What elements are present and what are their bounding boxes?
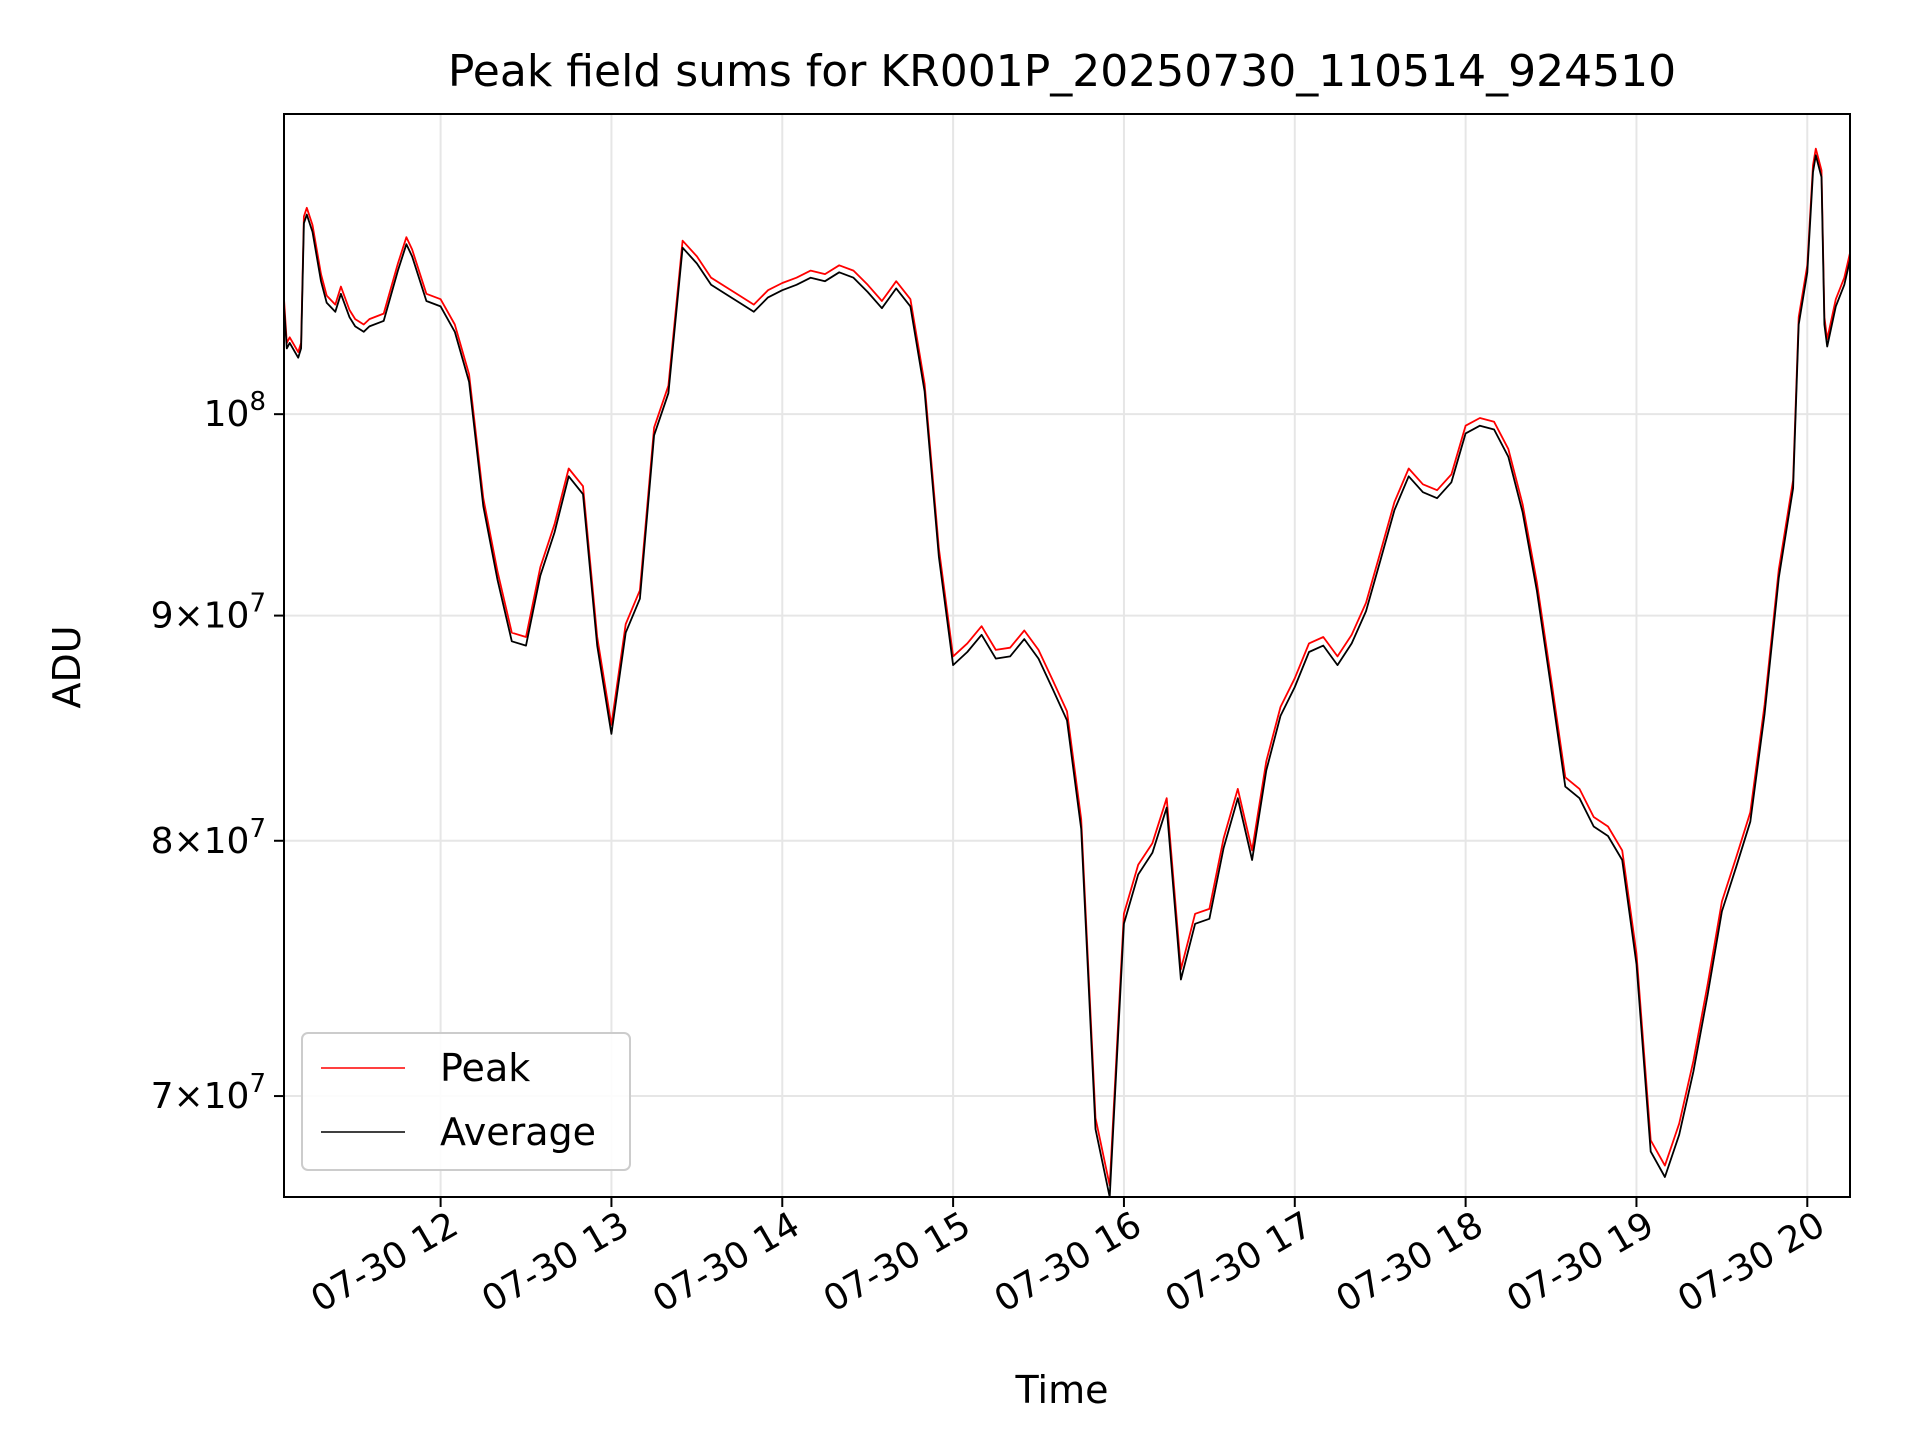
y-tick-label: 9×107	[151, 589, 266, 637]
chart-title: Peak field sums for KR001P_20250730_1105…	[448, 46, 1676, 97]
legend-peak-label: Peak	[440, 1046, 530, 1090]
grid	[284, 114, 1850, 1197]
y-tick-label: 8×107	[151, 814, 266, 862]
average-series-line	[284, 154, 1850, 1197]
x-axis-label: Time	[1015, 1368, 1109, 1412]
series-layer	[284, 147, 1850, 1197]
y-tick-label: 7×107	[151, 1069, 266, 1117]
y-axis-label: ADU	[45, 625, 89, 708]
legend-average-label: Average	[440, 1110, 596, 1154]
legend: Peak Average	[301, 1032, 631, 1171]
peak-series-line	[284, 147, 1850, 1187]
plot-frame	[283, 113, 1851, 1198]
